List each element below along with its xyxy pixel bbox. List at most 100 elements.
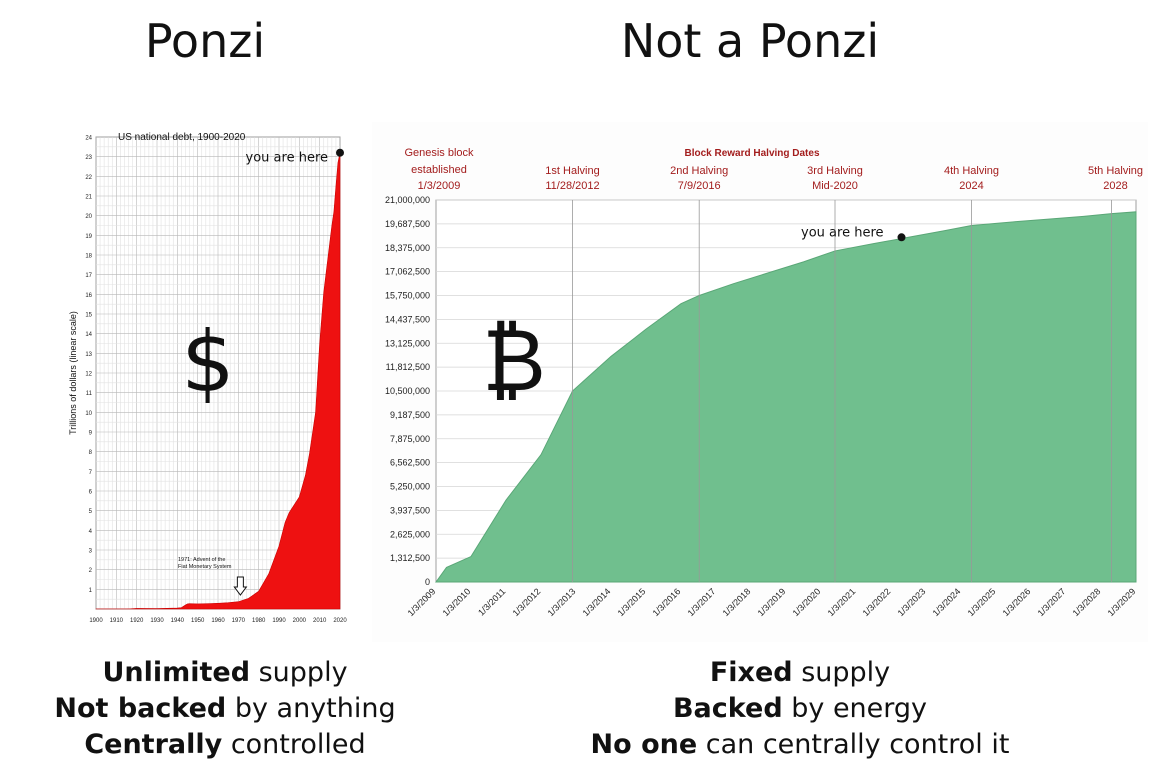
left-caption-line-2: Not backed by anything xyxy=(40,691,410,727)
debt-area-series xyxy=(95,152,341,610)
y-tick-label: 4 xyxy=(89,529,93,535)
y-tick-label: 22 xyxy=(85,175,92,181)
y-tick-label: 7 xyxy=(89,470,93,476)
bitcoin-supply-chart: Genesis block established 1/3/2009 1st Halv… xyxy=(372,122,1148,642)
y-tick-label: 15,750,000 xyxy=(385,291,430,301)
you-are-here-label: you are here xyxy=(246,151,328,166)
right-caption-line-3: No one can centrally control it xyxy=(540,727,1060,763)
chart-title: US national debt, 1900-2020 xyxy=(118,132,246,143)
y-tick-label: 2,625,000 xyxy=(390,529,430,539)
y-tick-label: 8 xyxy=(89,450,93,456)
halving-label: 4th Halving xyxy=(944,165,999,177)
x-tick-label: 1970 xyxy=(232,618,246,624)
y-tick-label: 1 xyxy=(89,588,93,594)
y-tick-label: 24 xyxy=(85,136,92,142)
y-tick-label: 11,812,500 xyxy=(386,362,430,372)
halving-date: 7/9/2016 xyxy=(678,180,721,192)
y-tick-label: 16 xyxy=(85,293,92,299)
x-tick-label: 1/3/2026 xyxy=(1001,586,1033,618)
y-tick-label: 14 xyxy=(85,332,92,338)
x-tick-label: 1/3/2028 xyxy=(1071,586,1103,618)
y-tick-label: 5 xyxy=(89,509,93,515)
y-tick-label: 3,937,500 xyxy=(390,505,430,515)
halving-label: 3rd Halving xyxy=(807,165,863,177)
y-tick-label: 11 xyxy=(86,391,93,397)
caption-rest: supply xyxy=(250,657,348,688)
halving-label: 2nd Halving xyxy=(670,165,728,177)
y-tick-label: 13,125,000 xyxy=(385,338,430,348)
x-tick-label: 1/3/2022 xyxy=(861,586,893,618)
x-tick-label: 2010 xyxy=(313,618,327,624)
x-tick-label: 1/3/2023 xyxy=(896,586,928,618)
x-tick-label: 1/3/2015 xyxy=(616,586,648,618)
y-tick-label: 15 xyxy=(85,313,92,319)
x-tick-label: 1/3/2027 xyxy=(1036,586,1068,618)
left-caption-line-3: Centrally controlled xyxy=(40,727,410,763)
caption-bold: Backed xyxy=(672,693,783,724)
bitcoin-symbol: ₿ xyxy=(482,311,546,411)
y-tick-label: 18,375,000 xyxy=(385,243,430,253)
y-tick-label: 18 xyxy=(85,254,92,260)
x-tick-label: 1980 xyxy=(252,618,266,624)
us-debt-chart-svg: 1234567891011121314151617181920212223241… xyxy=(68,132,347,624)
x-tick-label: 1920 xyxy=(130,618,144,624)
halving-date: Mid-2020 xyxy=(812,180,858,192)
x-tick-label: 1/3/2009 xyxy=(406,586,438,618)
you-are-here-label: you are here xyxy=(801,225,883,240)
us-debt-chart: 1 2 3 4 5 6 7 8 9 10 11 12 13 14 15 16 17 18 19 20 21 22 23 24 1… xyxy=(64,125,350,630)
fiat-annotation-line-2: Fiat Monetary System xyxy=(178,564,232,570)
x-tick-label: 1/3/2024 xyxy=(931,586,963,618)
btc-supply-area-series xyxy=(435,211,1137,583)
x-tick-label: 2000 xyxy=(293,618,307,624)
x-tick-label: 1/3/2012 xyxy=(511,586,543,618)
caption-bold: No one xyxy=(590,729,698,760)
you-are-here-marker xyxy=(897,233,906,242)
caption-bold: Centrally xyxy=(84,729,223,760)
y-tick-label: 19 xyxy=(85,234,92,240)
y-tick-label: 17,062,500 xyxy=(385,267,430,277)
caption-rest: supply xyxy=(792,657,891,688)
x-tick-label: 1/3/2011 xyxy=(476,586,507,617)
x-tick-label: 1/3/2014 xyxy=(581,586,613,618)
halving-date: 1/3/2009 xyxy=(418,180,461,192)
caption-rest: can centrally control it xyxy=(697,729,1010,760)
caption-bold: Unlimited xyxy=(102,657,251,688)
right-caption: Fixed supply Backed by energy No one can… xyxy=(540,655,1060,763)
y-tick-label: 14,437,500 xyxy=(385,314,430,324)
y-tick-label: 13 xyxy=(85,352,92,358)
x-tick-label: 1/3/2020 xyxy=(791,586,823,618)
x-tick-label: 1990 xyxy=(272,618,286,624)
right-caption-line-2: Backed by energy xyxy=(540,691,1060,727)
caption-bold: Not backed xyxy=(54,693,227,724)
y-tick-label: 21,000,000 xyxy=(385,195,430,205)
x-tick-label: 1/3/2016 xyxy=(651,586,683,618)
x-tick-label: 1960 xyxy=(211,618,225,624)
y-tick-label: 20 xyxy=(85,214,92,220)
y-tick-label: 6 xyxy=(89,490,93,496)
y-tick-label: 6,562,500 xyxy=(390,458,430,468)
x-tick-label: 2020 xyxy=(333,618,347,624)
caption-rest: by anything xyxy=(226,693,396,724)
halving-label: 5th Halving xyxy=(1088,165,1143,177)
halving-label: 1st Halving xyxy=(545,165,599,177)
halving-date: 2028 xyxy=(1103,180,1127,192)
y-tick-label: 12 xyxy=(85,372,92,378)
y-tick-label: 19,687,500 xyxy=(385,219,430,229)
y-tick-label: 10 xyxy=(85,411,92,417)
y-tick-label: 1,312,500 xyxy=(390,553,430,563)
caption-bold: Fixed xyxy=(709,657,793,688)
y-tick-label: 21 xyxy=(85,195,92,201)
halving-date: 11/28/2012 xyxy=(545,180,599,192)
right-caption-line-1: Fixed supply xyxy=(540,655,1060,691)
y-tick-label: 5,250,000 xyxy=(390,482,430,492)
halving-label-2: established xyxy=(411,164,467,176)
caption-rest: controlled xyxy=(222,729,366,760)
x-tick-label: 1940 xyxy=(171,618,185,624)
x-tick-label: 1950 xyxy=(191,618,205,624)
y-tick-label: 10,500,000 xyxy=(385,386,430,396)
fiat-arrow-icon xyxy=(233,576,248,596)
y-tick-label: 7,875,000 xyxy=(390,434,430,444)
chart-title: Block Reward Halving Dates xyxy=(684,148,819,159)
x-tick-label: 1/3/2025 xyxy=(966,586,998,618)
x-tick-label: 1900 xyxy=(89,618,103,624)
